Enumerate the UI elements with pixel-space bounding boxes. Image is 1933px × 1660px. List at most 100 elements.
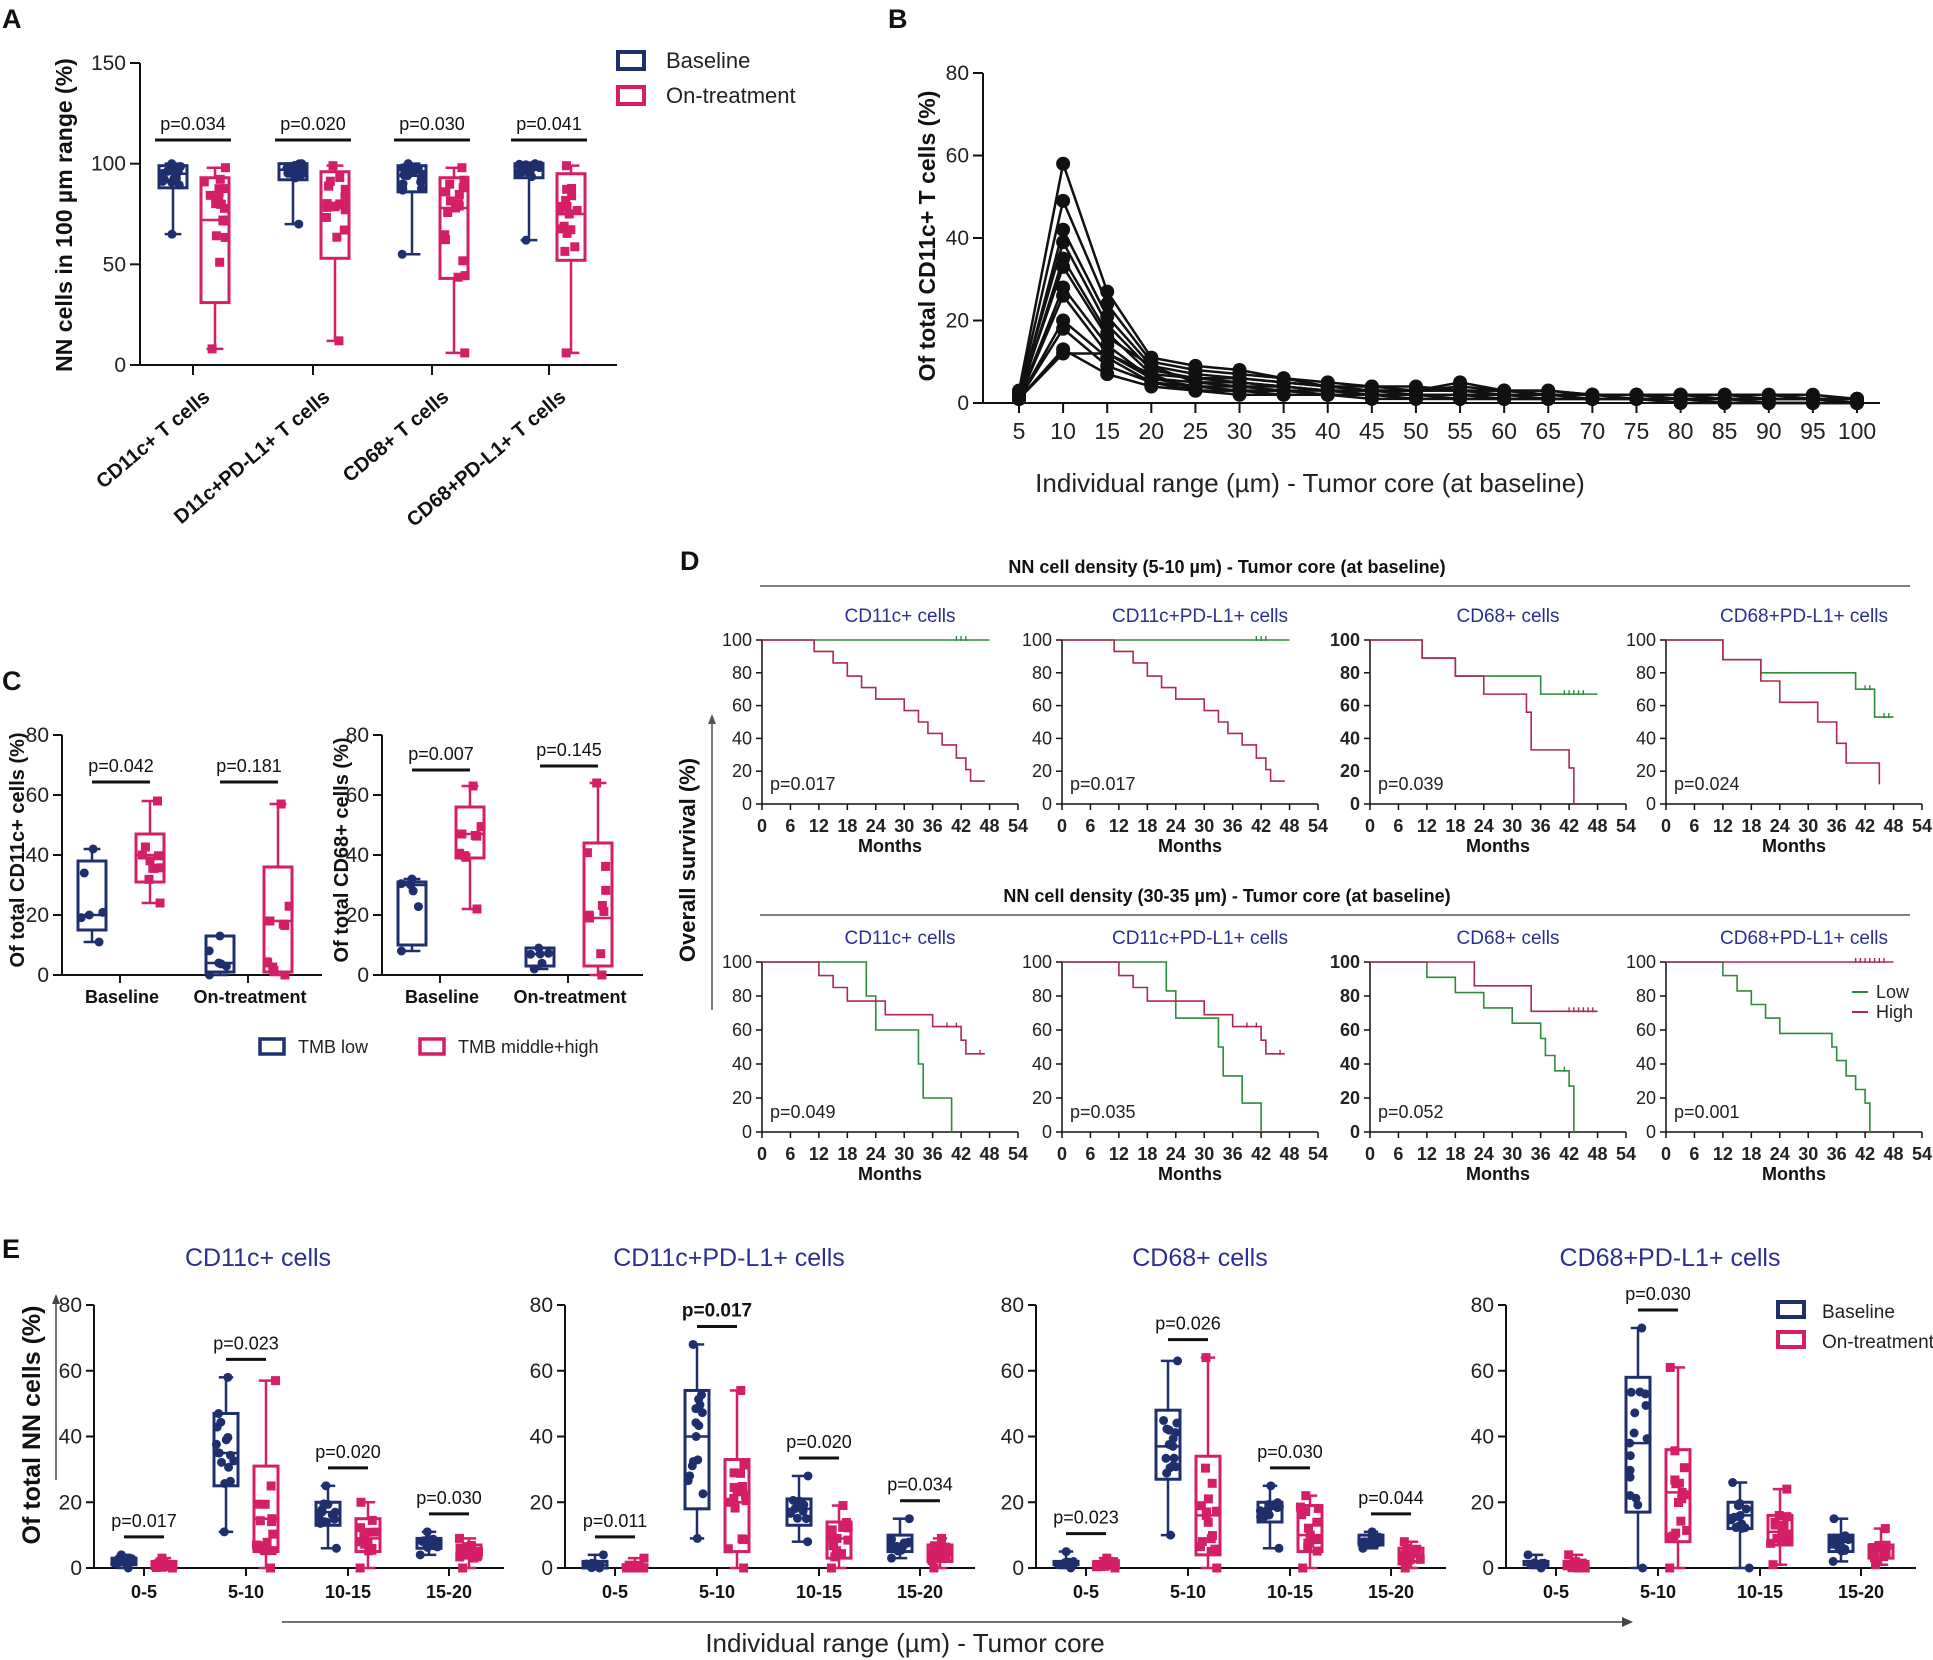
panel-e-2-treatment-2-point	[1297, 1510, 1307, 1520]
panel-d-r1c0-x-axis-label: Months	[858, 1164, 922, 1184]
panel-c-1-low-0-point	[413, 902, 423, 912]
panel-e-1-baseline-1-point	[695, 1400, 705, 1410]
panel-b-point	[1100, 367, 1115, 382]
panel-e-1-baseline-2-point	[803, 1537, 813, 1547]
panel-d-r1c3-x-tick-label: 24	[1770, 1144, 1790, 1164]
panel-d-r0c2-y-tick-label: 40	[1340, 728, 1360, 748]
panel-e-1-treatment-2-point	[837, 1549, 847, 1559]
panel-e-0-pvalue-3-label: p=0.030	[416, 1488, 482, 1508]
panel-d-r1c1-low-curve	[1062, 961, 1262, 1132]
panel-e-1-treatment-2-point	[832, 1533, 842, 1543]
panel-b-x-tick-label: 70	[1580, 418, 1606, 444]
panel-d-r0c3-y-tick-label: 0	[1646, 794, 1656, 814]
panel-e-3-treatment-1-point	[1682, 1525, 1692, 1535]
panel-e-1-treatment-2-point	[827, 1525, 837, 1535]
panel-b-y-tick-label: 80	[946, 62, 969, 85]
panel-e-2-baseline-3-point	[1367, 1527, 1377, 1537]
panel-e-3-baseline-1-point	[1625, 1472, 1635, 1482]
panel-d-r0c2-x-tick-label: 30	[1502, 816, 1522, 836]
panel-e-2-pvalue-2-label: p=0.030	[1257, 1442, 1323, 1462]
panel-e-1-y-tick-label: 20	[530, 1491, 553, 1514]
panel-c-1-high-1-point	[582, 848, 592, 858]
panel-e-3-baseline-2-point	[1726, 1515, 1736, 1525]
panel-e-1-x-tick-label: 10-15	[796, 1582, 842, 1602]
panel-letter-b: B	[888, 4, 908, 34]
panel-e-1-baseline-3-point	[895, 1545, 905, 1555]
panel-d-r0c3-x-tick-label: 48	[1884, 816, 1904, 836]
panel-e-0-treatment-2-point	[370, 1527, 380, 1537]
panel-d-r0c2-x-tick-label: 48	[1588, 816, 1608, 836]
panel-e-2-treatment-1-point	[1197, 1537, 1207, 1547]
panel-d-r1c3-x-tick-label: 48	[1884, 1144, 1904, 1164]
panel-c-0-high-1-point	[280, 970, 290, 980]
panel-e-2-treatment-2-point	[1303, 1523, 1313, 1533]
panel-e-0-baseline-2-point	[331, 1543, 341, 1553]
panel-b-x-tick-label: 55	[1447, 418, 1473, 444]
panel-c-0-high-1-point	[284, 901, 294, 911]
panel-a-treatment-0-point	[211, 231, 221, 241]
panel-a-treatment-2-point	[458, 256, 468, 266]
panel-e: Of total NN cells (%) Individual range (…	[18, 1244, 1933, 1658]
panel-d-legend-label-1: High	[1876, 1002, 1913, 1022]
panel-d-r0c2-x-tick-label: 36	[1531, 816, 1551, 836]
panel-e-2-title: CD68+ cells	[1132, 1244, 1267, 1272]
panel-d-r1c3-y-tick-label: 80	[1636, 986, 1656, 1006]
panel-d-r1c1-x-tick-label: 0	[1057, 1144, 1067, 1164]
panel-e-3-treatment-2-point	[1777, 1529, 1787, 1539]
panel-d-r0c2-x-tick-label: 54	[1616, 816, 1636, 836]
panel-b-point	[1056, 346, 1071, 361]
panel-a-treatment-1-point	[335, 173, 345, 183]
panel-e-3-treatment-0-point	[1562, 1561, 1572, 1571]
panel-e-3-treatment-1-point	[1679, 1463, 1689, 1473]
panel-e-3-y-tick-label: 20	[1471, 1491, 1494, 1514]
panel-e-2-treatment-3-point	[1397, 1556, 1407, 1566]
panel-e-2-baseline-1-point	[1159, 1415, 1169, 1425]
panel-b-x-tick-label: 75	[1624, 418, 1650, 444]
panel-e-1-baseline-2-point	[792, 1513, 802, 1523]
panel-c-1-high-1-point	[597, 901, 607, 911]
panel-b-y-tick-label: 40	[946, 227, 969, 250]
panel-c-1-pvalue-1-label: p=0.145	[536, 740, 602, 760]
panel-d-r1c3-x-tick-label: 18	[1741, 1144, 1761, 1164]
panel-e-2-treatment-0-point	[1093, 1561, 1103, 1571]
panel-a-treatment-1-point	[340, 184, 350, 194]
panel-b-x-tick-label: 95	[1800, 418, 1826, 444]
panel-e-3-x-tick-label: 0-5	[1543, 1582, 1569, 1602]
panel-d-r1c0-x-tick-label: 36	[923, 1144, 943, 1164]
panel-e-2-treatment-1-point	[1203, 1494, 1213, 1504]
panel-e-2-baseline-1-point	[1172, 1418, 1182, 1428]
panel-e-0-baseline-0-point	[125, 1553, 135, 1563]
panel-e-1-y-tick-label: 40	[530, 1426, 553, 1449]
panel-e-2-treatment-3-point	[1415, 1554, 1425, 1564]
panel-e-3-treatment-1-point	[1670, 1446, 1680, 1456]
panel-b-point	[1100, 346, 1115, 361]
panel-e-2-baseline-1-box	[1154, 1408, 1182, 1481]
panel-b-point	[1453, 391, 1468, 406]
panel-d-r1c1-y-tick-label: 100	[1022, 952, 1052, 972]
panel-e-0-treatment-0-point	[157, 1562, 167, 1572]
panel-d-r1c2-y-tick-label: 100	[1330, 952, 1360, 972]
panel-a-treatment-2-point	[458, 183, 468, 193]
panel-d-r1c1-x-tick-label: 24	[1166, 1144, 1186, 1164]
panel-e-3-baseline-3-point	[1840, 1546, 1850, 1556]
panel-b-point	[1497, 391, 1512, 406]
panel-b-x-tick-label: 60	[1491, 418, 1517, 444]
panel-d-r1c1-x-tick-label: 30	[1194, 1144, 1214, 1164]
panel-b-x-tick-label: 30	[1227, 418, 1253, 444]
panel-c-1-low-1-point	[529, 964, 539, 974]
panel-e-legend-label-0: Baseline	[1822, 1302, 1895, 1323]
panel-d-r0c2-y-tick-label: 20	[1340, 761, 1360, 781]
panel-e-y-axis-label: Of total NN cells (%)	[18, 1306, 46, 1545]
panel-e-1-pvalue-0-label: p=0.011	[583, 1511, 647, 1531]
panel-e-1-baseline-2-point	[799, 1500, 809, 1510]
panel-c-x-tick-label: Baseline	[85, 987, 159, 1007]
panel-e-0-pvalue-2-label: p=0.020	[315, 1442, 381, 1462]
panel-e-2-treatment-1-point	[1203, 1517, 1213, 1527]
panel-b-series-line-9	[1017, 326, 1857, 405]
panel-e-legend-swatch-0	[1776, 1300, 1806, 1319]
panel-a-pvalue-3-label: p=0.041	[516, 114, 582, 134]
panel-e-3-treatment-1-point	[1681, 1490, 1691, 1500]
panel-e-plot: 0 20 40 60 80 CD11c+ cells 0-5 p=0.017 5-10 p=0.0…	[59, 1244, 1933, 1602]
panel-c-0-low-0-point	[88, 844, 98, 854]
panel-d-r0c0-x-tick-label: 0	[757, 816, 767, 836]
